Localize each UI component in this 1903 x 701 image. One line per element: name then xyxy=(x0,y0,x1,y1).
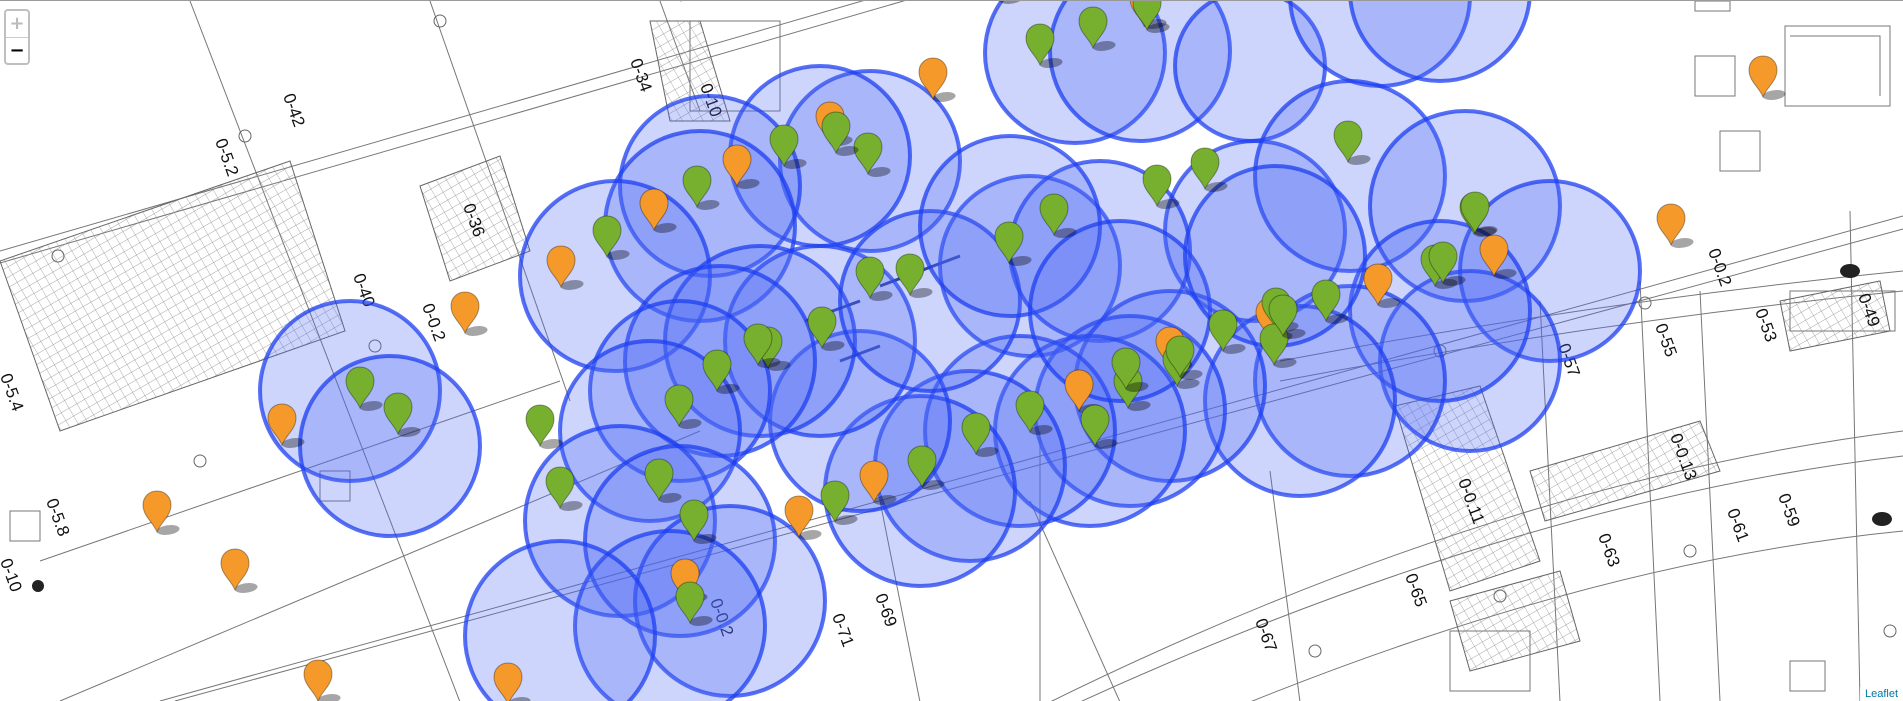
green-marker-icon[interactable] xyxy=(383,392,423,437)
green-marker-icon[interactable] xyxy=(682,165,722,210)
zoom-in-button[interactable]: + xyxy=(9,13,25,34)
green-marker-icon[interactable] xyxy=(1132,1,1172,33)
green-marker-icon[interactable] xyxy=(592,215,632,260)
green-marker-icon[interactable] xyxy=(525,404,565,449)
green-marker-icon[interactable] xyxy=(1078,6,1118,51)
green-marker-icon[interactable] xyxy=(1428,241,1468,286)
green-marker-icon[interactable] xyxy=(675,581,715,626)
green-marker-icon[interactable] xyxy=(1460,191,1500,236)
orange-marker-icon[interactable] xyxy=(985,1,1025,4)
orange-marker-icon[interactable] xyxy=(918,57,958,102)
green-marker-icon[interactable] xyxy=(994,221,1034,266)
orange-marker-icon[interactable] xyxy=(1748,55,1788,100)
coverage-circle[interactable] xyxy=(633,504,827,698)
green-marker-icon[interactable] xyxy=(907,445,947,490)
coverage-circle[interactable] xyxy=(518,179,712,373)
orange-marker-icon[interactable] xyxy=(450,291,490,336)
green-marker-icon[interactable] xyxy=(821,111,861,156)
green-marker-icon[interactable] xyxy=(702,349,742,394)
orange-marker-icon[interactable] xyxy=(546,245,586,290)
green-marker-icon[interactable] xyxy=(769,124,809,169)
green-marker-icon[interactable] xyxy=(1142,164,1182,209)
coverage-circle[interactable] xyxy=(1253,79,1447,273)
zoom-control: + − xyxy=(4,9,30,65)
green-marker-icon[interactable] xyxy=(1025,23,1065,68)
coverage-circle[interactable] xyxy=(463,539,657,701)
coverage-circle[interactable] xyxy=(1203,304,1397,498)
orange-marker-icon[interactable] xyxy=(639,188,679,233)
orange-marker-icon[interactable] xyxy=(1479,234,1519,279)
orange-marker-icon[interactable] xyxy=(142,490,182,535)
green-marker-icon[interactable] xyxy=(664,384,704,429)
green-marker-icon[interactable] xyxy=(961,412,1001,457)
coverage-circle[interactable] xyxy=(1378,269,1562,453)
green-marker-icon[interactable] xyxy=(644,458,684,503)
orange-marker-icon[interactable] xyxy=(303,659,343,701)
green-marker-icon[interactable] xyxy=(1311,279,1351,324)
coverage-circle[interactable] xyxy=(583,444,777,638)
green-marker-icon[interactable] xyxy=(853,132,893,177)
coverage-circle[interactable] xyxy=(1348,1,1532,83)
green-marker-icon[interactable] xyxy=(1333,120,1373,165)
coverage-circle[interactable] xyxy=(573,529,767,701)
orange-marker-icon[interactable] xyxy=(267,403,307,448)
coverage-circle[interactable] xyxy=(838,209,1022,393)
green-marker-icon[interactable] xyxy=(1208,309,1248,354)
green-marker-icon[interactable] xyxy=(1190,147,1230,192)
attribution-link[interactable]: Leaflet xyxy=(1859,687,1903,701)
green-marker-icon[interactable] xyxy=(895,253,935,298)
green-marker-icon[interactable] xyxy=(1259,323,1299,368)
green-marker-icon[interactable] xyxy=(1165,335,1205,380)
green-marker-icon[interactable] xyxy=(820,480,860,525)
green-marker-icon[interactable] xyxy=(1015,390,1055,435)
green-marker-icon[interactable] xyxy=(807,306,847,351)
green-marker-icon[interactable] xyxy=(753,326,793,371)
green-marker-icon[interactable] xyxy=(1162,344,1202,389)
orange-marker-icon[interactable] xyxy=(859,460,899,505)
orange-marker-icon[interactable] xyxy=(722,144,762,189)
orange-marker-icon[interactable] xyxy=(493,662,533,701)
coverage-circle[interactable] xyxy=(298,354,482,538)
orange-marker-icon[interactable] xyxy=(1363,263,1403,308)
green-marker-icon[interactable] xyxy=(1420,244,1460,289)
green-marker-icon[interactable] xyxy=(1459,192,1499,237)
orange-marker-icon[interactable] xyxy=(220,548,260,593)
green-marker-icon[interactable] xyxy=(743,323,783,368)
coverage-circle[interactable] xyxy=(1253,284,1447,478)
green-marker-icon[interactable] xyxy=(545,466,585,511)
green-marker-icon[interactable] xyxy=(855,256,895,301)
green-marker-icon[interactable] xyxy=(679,499,719,544)
green-marker-icon[interactable] xyxy=(1111,347,1151,392)
green-marker-icon[interactable] xyxy=(1080,404,1120,449)
green-marker-icon[interactable] xyxy=(345,366,385,411)
green-marker-icon[interactable] xyxy=(1113,366,1153,411)
zoom-out-button[interactable]: − xyxy=(6,37,28,63)
green-marker-icon[interactable] xyxy=(1039,193,1079,238)
orange-marker-icon[interactable] xyxy=(1656,203,1696,248)
green-marker-icon[interactable] xyxy=(1268,294,1308,339)
coverage-circle[interactable] xyxy=(1348,219,1532,403)
orange-marker-icon[interactable] xyxy=(784,495,824,540)
